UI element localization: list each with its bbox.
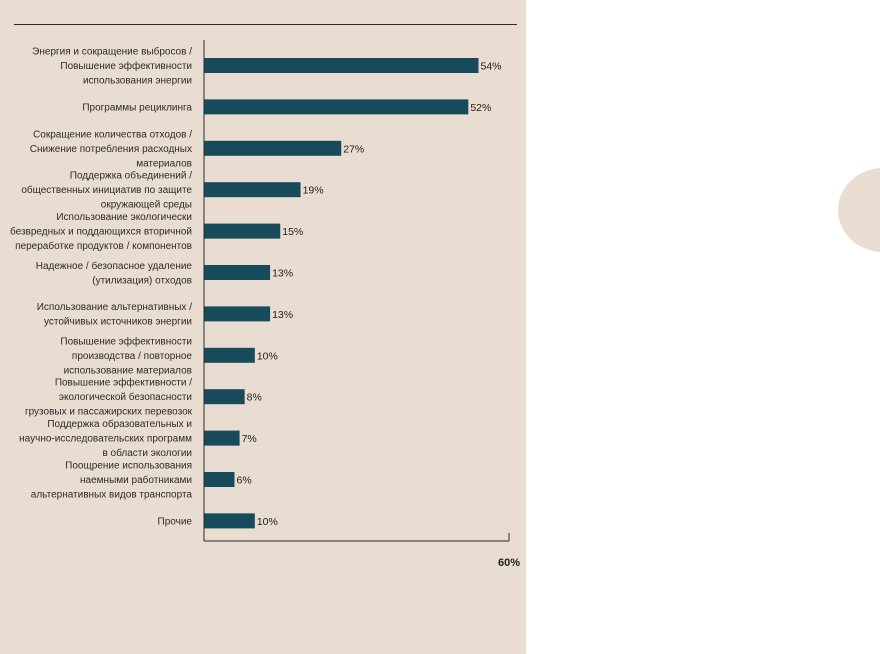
top-rule-divider	[14, 24, 517, 25]
value-label-6: 13%	[272, 268, 293, 280]
value-label-8: 10%	[257, 350, 278, 362]
axes: 60%	[203, 40, 520, 569]
x-tick-label-1: 60%	[498, 557, 520, 569]
bar-5	[204, 223, 281, 239]
bar-8	[204, 347, 255, 363]
category-label-1: Энергия и сокращение выбросов / Повышение…	[32, 46, 192, 87]
side-tab-shape	[838, 168, 880, 252]
value-label-7: 13%	[272, 309, 293, 321]
value-labels: 54% 52% 27% 19% 15% 13% 13% 10% 8% 7% 6% 10%	[237, 61, 502, 528]
value-label-3: 27%	[343, 143, 364, 155]
category-label-7: Использование альтернативных / устойчивых…	[37, 302, 192, 328]
value-label-5: 15%	[282, 226, 303, 238]
category-label-12: Прочие	[158, 516, 193, 527]
bars	[204, 58, 479, 529]
value-label-12: 10%	[257, 516, 278, 528]
value-label-11: 6%	[237, 475, 252, 487]
bar-4	[204, 182, 301, 198]
category-label-6: Надежное / безопасное удаление (утилизаци…	[36, 260, 193, 287]
bar-11	[204, 472, 235, 487]
category-labels: Энергия и сокращение выбросов / Повышение…	[10, 46, 193, 528]
bar-6	[204, 265, 271, 280]
bar-12	[204, 513, 255, 529]
value-label-4: 19%	[303, 185, 324, 197]
value-label-1: 54%	[481, 61, 502, 73]
category-label-4: Поддержка объединений / общественных иниц…	[21, 170, 192, 211]
bar-9	[204, 389, 245, 405]
bar-10	[204, 430, 240, 446]
category-label-2: Программы рециклинга	[82, 102, 192, 113]
bar-2	[204, 99, 469, 115]
category-label-10: Поддержка образовательных и научно-исслед…	[19, 418, 192, 459]
category-label-11: Поощрение использования наемными работник…	[31, 461, 193, 501]
category-label-8: Повышение эффективности производства / по…	[60, 335, 192, 376]
category-label-9: Повышение эффективности / экологической б…	[25, 377, 193, 418]
bar-1	[204, 58, 479, 73]
value-label-2: 52%	[470, 102, 491, 114]
bar-7	[204, 306, 271, 322]
value-label-10: 7%	[242, 433, 257, 445]
value-label-9: 8%	[247, 392, 262, 404]
category-label-5: Использование экологически безвредных и п…	[10, 212, 192, 252]
horizontal-bar-chart: Энергия и сокращение выбросов / Повышение…	[10, 40, 520, 569]
bar-3	[204, 140, 342, 156]
category-label-3: Сокращение количества отходов / Снижение …	[30, 129, 192, 169]
